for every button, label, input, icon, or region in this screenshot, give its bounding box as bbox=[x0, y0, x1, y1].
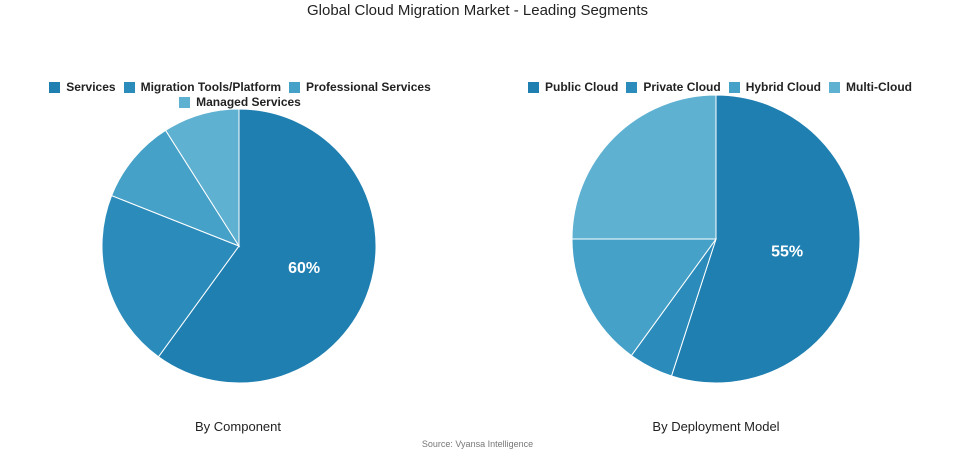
legend-item-services: Services bbox=[49, 80, 116, 94]
data-label-public-cloud: 55% bbox=[771, 243, 803, 260]
legend-item-migration-tools-platform: Migration Tools/Platform bbox=[123, 80, 282, 94]
caption-by-component: By Component bbox=[195, 419, 281, 434]
legend-label: Private Cloud bbox=[643, 80, 721, 94]
legend-item-private-cloud: Private Cloud bbox=[626, 80, 721, 94]
pie-slice-public-cloud bbox=[670, 94, 861, 384]
legend-swatch bbox=[123, 81, 135, 93]
legend-swatch bbox=[49, 81, 61, 93]
pie-slice-multi-cloud bbox=[571, 94, 717, 240]
legend-swatch bbox=[829, 81, 841, 93]
legend-item-multi-cloud: Multi-Cloud bbox=[829, 80, 912, 94]
legend-swatch bbox=[179, 96, 191, 108]
legend-label: Multi-Cloud bbox=[846, 80, 912, 94]
chart-title: Global Cloud Migration Market - Leading … bbox=[306, 2, 648, 19]
legend-item-hybrid-cloud: Hybrid Cloud bbox=[728, 80, 822, 94]
legend-label: Professional Services bbox=[306, 80, 431, 94]
legend-swatch bbox=[728, 81, 740, 93]
pie-slice-migration-tools-platform bbox=[101, 194, 240, 358]
legend-label: Migration Tools/Platform bbox=[140, 80, 282, 94]
legend-swatch bbox=[289, 81, 301, 93]
pie-slice-professional-services bbox=[110, 129, 241, 248]
legend-swatch bbox=[527, 81, 539, 93]
legend-label: Services bbox=[66, 80, 116, 94]
data-label-services: 60% bbox=[288, 260, 320, 277]
legend-item-professional-services: Professional Services bbox=[289, 80, 431, 94]
source-note: Source: Vyansa Intelligence bbox=[421, 439, 534, 449]
pie-slice-managed-services bbox=[164, 108, 240, 248]
legend-label: Hybrid Cloud bbox=[745, 80, 822, 94]
legend-swatch bbox=[626, 81, 638, 93]
caption-by-deployment: By Deployment Model bbox=[652, 419, 780, 434]
legend-label: Public Cloud bbox=[544, 80, 619, 94]
pie-slice-hybrid-cloud bbox=[571, 238, 717, 357]
legend-item-managed-services: Managed Services bbox=[179, 95, 301, 109]
legend-deployment: Public Cloud Private Cloud Hybrid Cloud Mul… bbox=[520, 80, 920, 94]
pie-slice-services bbox=[157, 108, 377, 384]
legend-label: Managed Services bbox=[196, 95, 301, 109]
legend-item-public-cloud: Public Cloud bbox=[527, 80, 619, 94]
legend-component: Services Migration Tools/Platform Professi… bbox=[40, 80, 440, 109]
